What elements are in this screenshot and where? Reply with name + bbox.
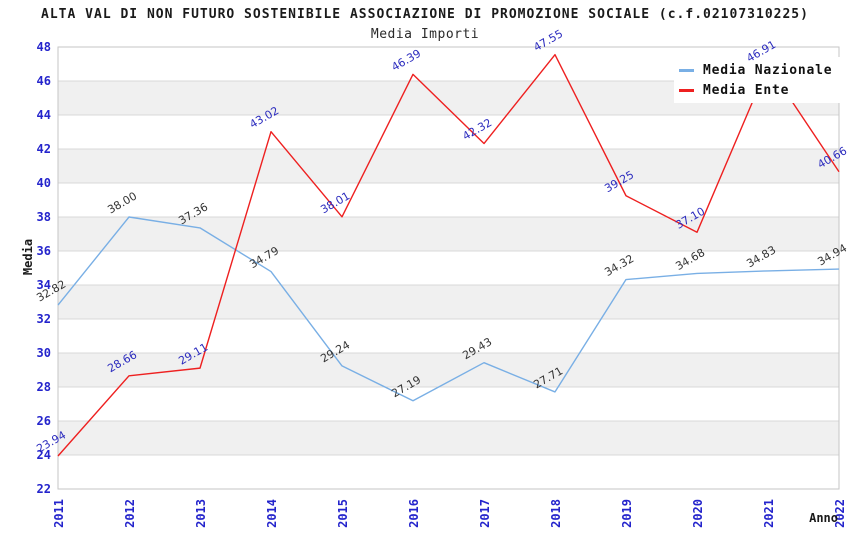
y-axis-title: Media [21,238,35,276]
x-tick-label: 2012 [123,499,137,528]
data-label: 37.36 [176,200,210,227]
x-tick-label: 2019 [620,499,634,528]
x-tick-label: 2020 [691,499,705,528]
data-label: 46.39 [389,47,423,74]
data-label: 42.32 [460,116,494,143]
data-label: 43.02 [247,104,281,131]
data-label: 29.43 [460,335,494,362]
chart-legend: Media Nazionale Media Ente [674,57,850,103]
y-tick-label: 24 [37,448,51,462]
y-tick-label: 28 [37,380,51,394]
data-label: 39.25 [602,168,636,195]
data-label: 40.66 [815,144,849,171]
data-label: 29.11 [176,341,210,368]
x-tick-label: 2014 [265,499,279,528]
y-tick-label: 22 [37,482,51,496]
media-ente-line-swatch-icon [679,88,694,92]
data-label: 34.94 [815,241,849,268]
series-line-media-nazionale [57,216,840,402]
plot-frame [57,46,840,490]
legend-item-media-ente: Media Ente [674,83,850,98]
x-tick-label: 2017 [478,499,492,528]
data-label: 34.68 [673,246,707,273]
y-tick-label: 42 [37,142,51,156]
page-title: ALTA VAL DI NON FUTURO SOSTENIBILE ASSOC… [41,7,809,22]
y-tick-label: 40 [37,176,51,190]
data-label: 34.83 [744,243,778,270]
x-tick-label: 2015 [336,499,350,528]
data-label: 34.79 [247,244,281,271]
plot-band [58,149,839,183]
y-tick-label: 48 [37,40,51,54]
legend-label: Media Nazionale [703,62,833,78]
data-label: 27.71 [531,364,565,391]
chart-subtitle: Media Importi [370,27,480,42]
x-axis-title: Anno [809,511,838,525]
data-label: 46.91 [744,38,778,65]
legend-item-media-nazionale: Media Nazionale [674,63,850,78]
y-tick-label: 30 [37,346,51,360]
x-tick-label: 2011 [52,499,66,528]
x-tick-label: 2018 [549,499,563,528]
media-nazionale-line-swatch-icon [679,68,694,72]
data-label: 38.01 [318,189,352,216]
x-tick-label: 2022 [833,499,847,528]
x-tick-label: 2013 [194,499,208,528]
data-label: 27.19 [389,373,423,400]
data-label: 47.55 [531,27,565,54]
data-label: 28.66 [105,348,139,375]
y-tick-label: 44 [37,108,51,122]
x-tick-label: 2016 [407,499,421,528]
x-tick-label: 2021 [762,499,776,528]
y-tick-label: 46 [37,74,51,88]
data-label: 29.24 [318,338,352,365]
data-label: 32.82 [34,278,68,305]
data-label: 37.10 [673,205,707,232]
data-label: 34.32 [602,252,636,279]
y-tick-label: 32 [37,312,51,326]
data-label: 23.94 [34,428,68,455]
plot-band [58,285,839,319]
y-tick-label: 26 [37,414,51,428]
y-tick-label: 36 [37,244,51,258]
series-line-media-ente [57,53,840,457]
y-tick-label: 34 [37,278,51,292]
plot-band [58,217,839,251]
plot-band [58,421,839,455]
y-tick-label: 38 [37,210,51,224]
legend-label: Media Ente [703,82,790,98]
data-label: 38.00 [105,189,139,216]
